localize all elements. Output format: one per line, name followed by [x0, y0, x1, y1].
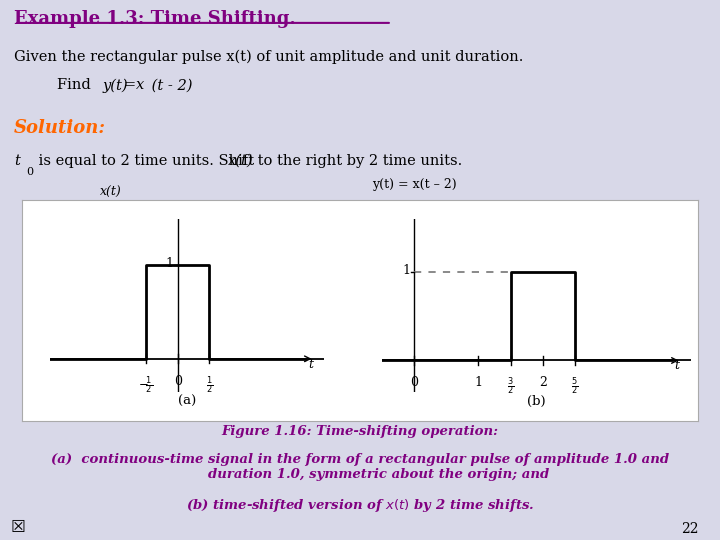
Text: (b): (b) [527, 395, 546, 408]
Text: x(t): x(t) [99, 186, 122, 199]
Text: is equal to 2 time units. Shift: is equal to 2 time units. Shift [34, 154, 258, 168]
Text: 1: 1 [402, 264, 410, 276]
Text: t: t [309, 358, 314, 371]
Text: t: t [675, 359, 680, 373]
Text: Given the rectangular pulse x(t) of unit amplitude and unit duration.: Given the rectangular pulse x(t) of unit… [14, 49, 523, 64]
Text: 22: 22 [681, 522, 698, 536]
Text: x(t): x(t) [228, 154, 253, 168]
Text: $\frac{3}{2}$: $\frac{3}{2}$ [507, 375, 514, 397]
Text: =: = [124, 78, 136, 92]
Text: (t - 2): (t - 2) [147, 78, 192, 92]
Text: t: t [14, 154, 20, 168]
Text: 2: 2 [539, 375, 546, 389]
Text: Find: Find [57, 78, 95, 92]
Text: 0: 0 [26, 167, 33, 178]
Text: x: x [136, 78, 145, 92]
Text: 0: 0 [174, 375, 181, 388]
Text: ☒: ☒ [11, 518, 26, 536]
Text: y(t): y(t) [102, 78, 128, 93]
Text: to the right by 2 time units.: to the right by 2 time units. [253, 154, 462, 168]
Text: $-\!\frac{1}{2}$: $-\!\frac{1}{2}$ [138, 375, 153, 396]
Text: $\frac{5}{2}$: $\frac{5}{2}$ [572, 375, 579, 397]
Text: (a): (a) [178, 395, 197, 408]
Text: 1: 1 [166, 257, 174, 270]
Text: (b) time-shifted version of $x(t)$ by 2 time shifts.: (b) time-shifted version of $x(t)$ by 2 … [186, 497, 534, 514]
Text: 0: 0 [410, 375, 418, 389]
Text: (a)  continuous-time signal in the form of a rectangular pulse of amplitude 1.0 : (a) continuous-time signal in the form o… [51, 453, 669, 481]
Text: y(t) = x(t – 2): y(t) = x(t – 2) [372, 178, 457, 191]
Text: $\frac{1}{2}$: $\frac{1}{2}$ [206, 375, 213, 396]
Text: Figure 1.16: Time-shifting operation:: Figure 1.16: Time-shifting operation: [222, 425, 498, 438]
Text: Example 1.3: Time Shifting.: Example 1.3: Time Shifting. [14, 10, 296, 28]
Text: Solution:: Solution: [14, 119, 107, 137]
Text: 1: 1 [474, 375, 482, 389]
